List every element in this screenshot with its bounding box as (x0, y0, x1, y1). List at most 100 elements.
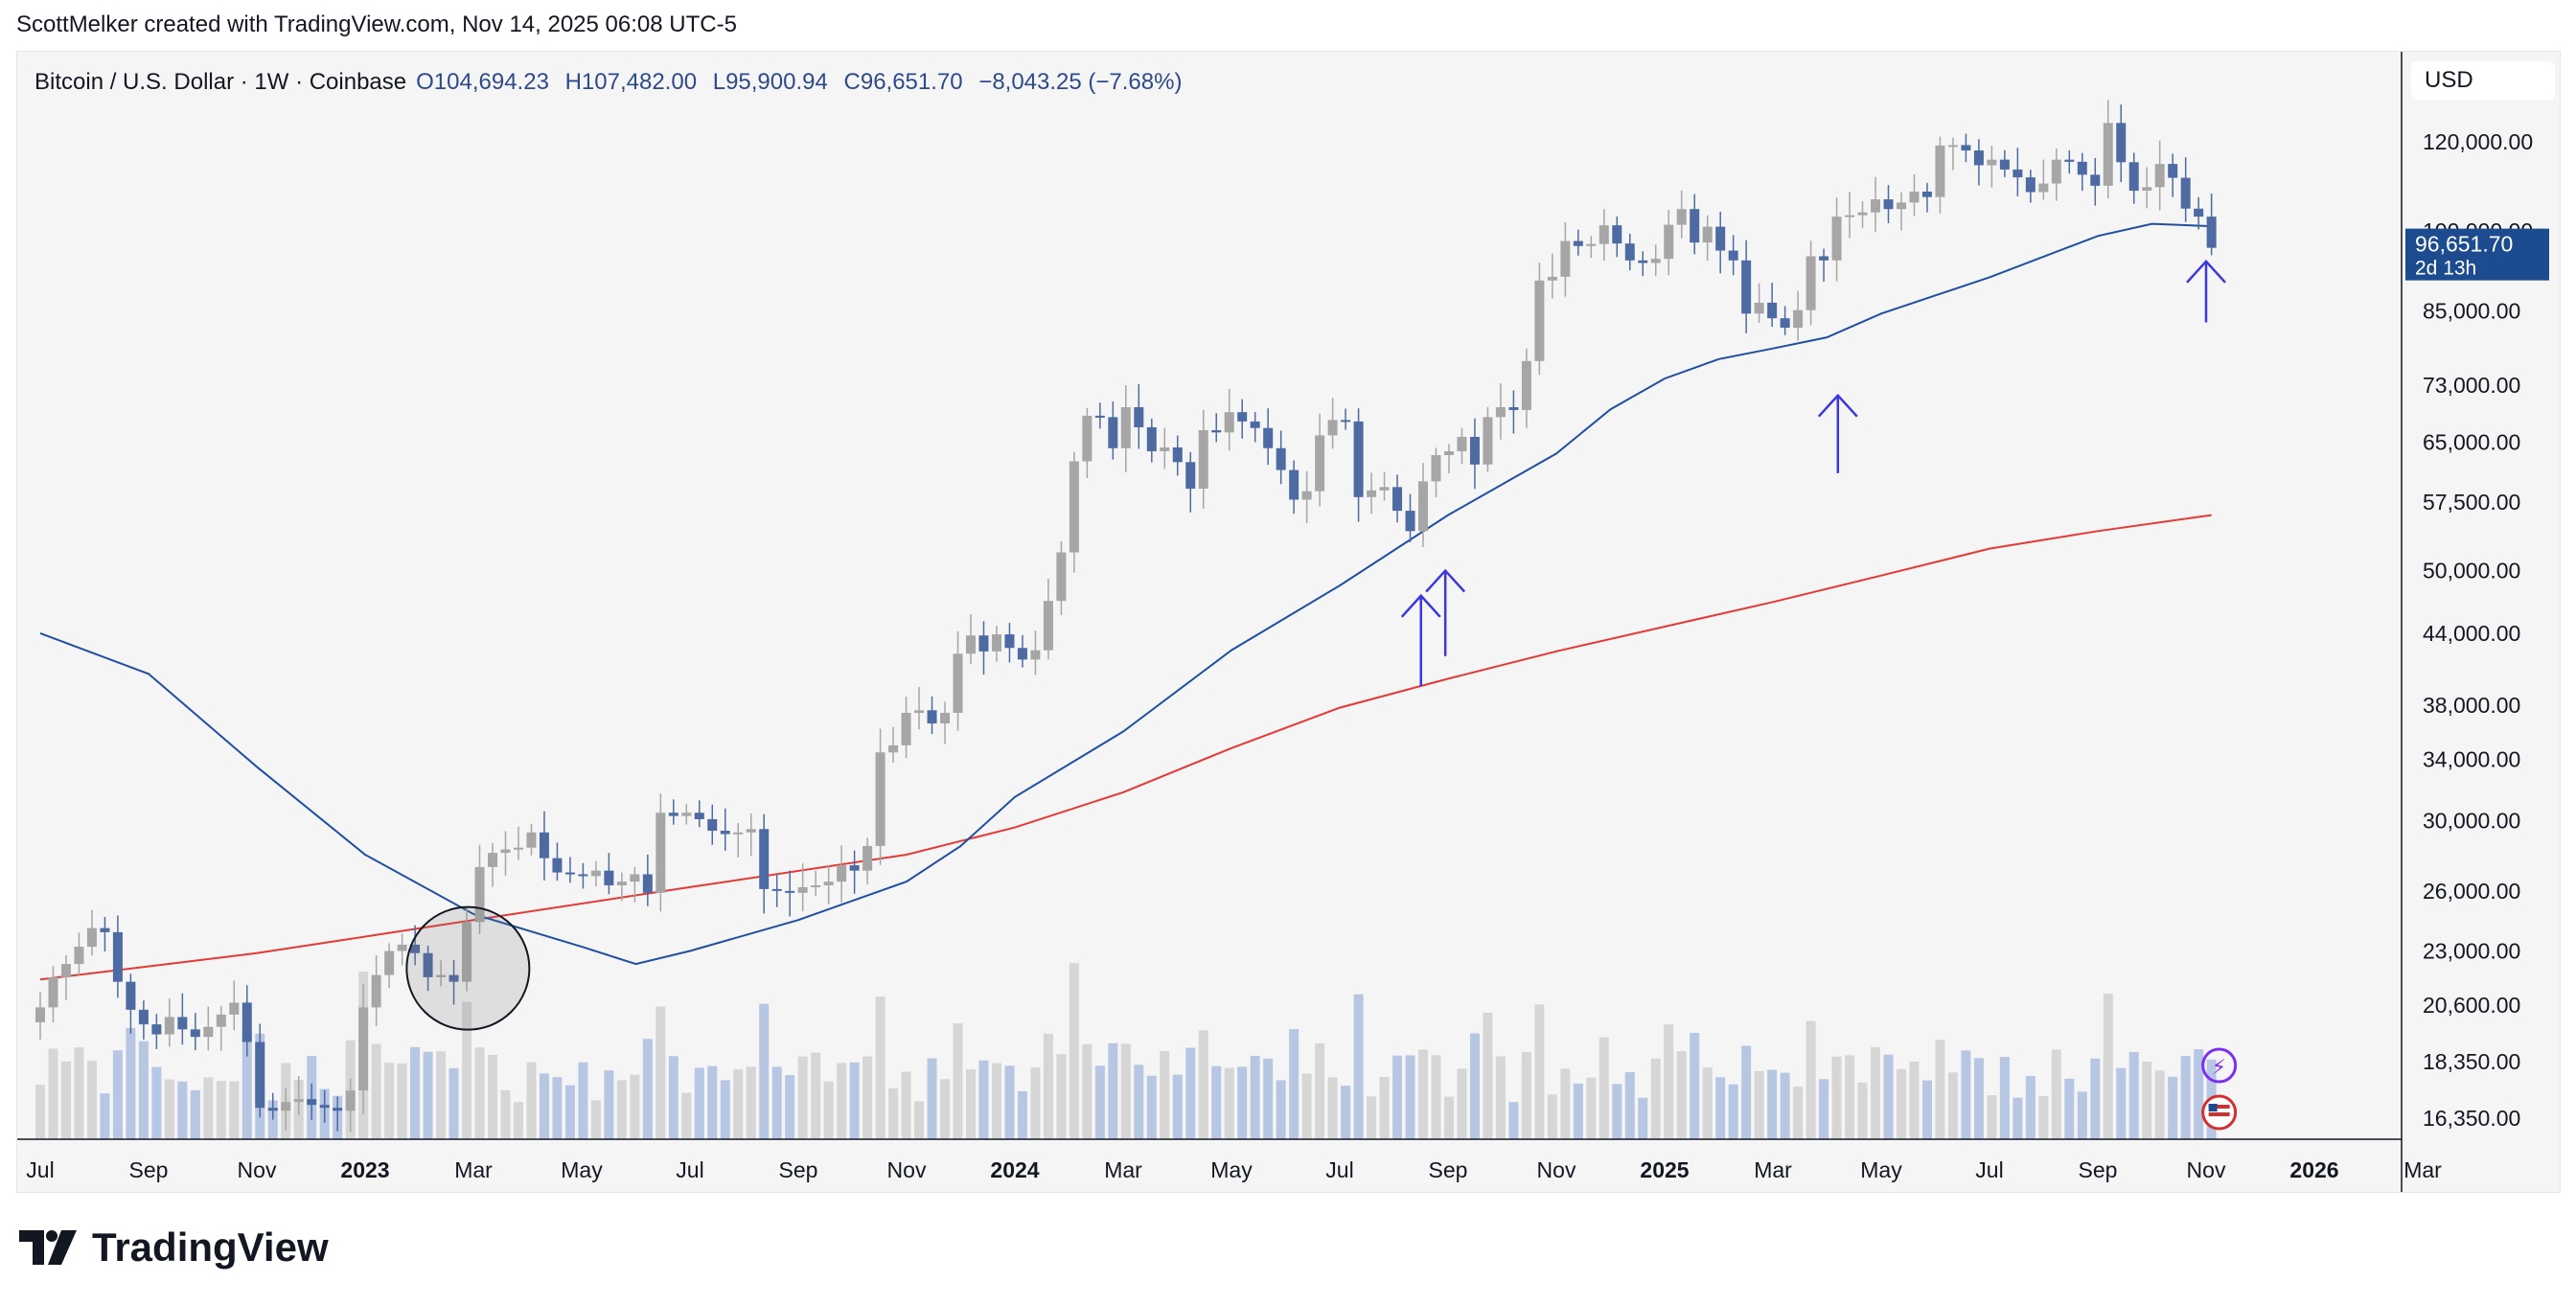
candle-body (1664, 224, 1674, 260)
volume-bar (1418, 1049, 1429, 1139)
volume-bar (837, 1063, 847, 1139)
volume-bar (978, 1060, 989, 1139)
price-chart[interactable]: 120,000.00100,000.0085,000.0073,000.0065… (17, 52, 2560, 1192)
volume-bar (488, 1054, 498, 1139)
volume-bar (1586, 1077, 1597, 1139)
candle-body (281, 1102, 291, 1111)
time-tick-label: Jul (676, 1157, 703, 1182)
candle-body (759, 829, 770, 889)
volume-bar (875, 996, 886, 1139)
volume-bar (1767, 1069, 1778, 1139)
candle-body (1160, 446, 1170, 451)
lightning-glyph: ⚡ (2212, 1056, 2226, 1080)
candle-body (1728, 250, 1738, 261)
volume-bar (1443, 1096, 1454, 1139)
volume-bar (1146, 1075, 1157, 1139)
candle-body (1224, 412, 1234, 433)
candle-body (1069, 461, 1079, 553)
candle-body (771, 888, 782, 891)
candle-body (1702, 226, 1713, 243)
candle-body (888, 744, 899, 753)
volume-bar (1896, 1068, 1906, 1139)
candle-body (1198, 430, 1208, 490)
volume-bar (1431, 1055, 1441, 1139)
change-value: −8,043.25 (−7.68%) (978, 69, 1183, 95)
candle-body (397, 944, 407, 951)
chart-panel[interactable]: 120,000.00100,000.0085,000.0073,000.0065… (16, 51, 2561, 1193)
lightning-event-icon (2201, 1047, 2238, 1084)
volume-bar (1690, 1033, 1700, 1139)
candle-body (1650, 259, 1661, 263)
candle-body (1806, 256, 1816, 310)
low-value: L95,900.94 (712, 69, 828, 95)
candle-body (552, 858, 563, 873)
candle-body (1483, 417, 1493, 465)
volume-bar (953, 1023, 963, 1139)
candle-body (1392, 487, 1403, 512)
volume-bar (1341, 1086, 1351, 1139)
volume-bar (1508, 1102, 1519, 1139)
currency-selector[interactable]: USD (2411, 61, 2555, 100)
candle-body (48, 976, 58, 1008)
candle-body (2168, 164, 2178, 178)
volume-bar (1871, 1046, 1881, 1139)
high-value: H107,482.00 (564, 69, 698, 95)
volume-bar (60, 1061, 71, 1139)
candle-body (681, 813, 692, 816)
candle-body (1534, 280, 1545, 361)
tradingview-logo[interactable]: TradingView (19, 1225, 329, 1271)
volume-bar (681, 1092, 692, 1139)
candle-body (1973, 150, 1984, 166)
moving-averages (39, 222, 2212, 981)
time-tick-label: Jul (26, 1157, 54, 1182)
time-axis: Jul Sep Nov 2023 Mar May Jul Sep Nov 2024 Mar May Ju… (17, 1138, 2442, 1182)
volume-bar (190, 1089, 200, 1139)
candle-body (2180, 177, 2191, 209)
volume-bar (1676, 1051, 1687, 1139)
candle-body (500, 849, 511, 854)
price-tick-label: 38,000.00 (2423, 693, 2520, 718)
candle-body (1909, 191, 1920, 203)
tradingview-logo-icon (19, 1230, 77, 1265)
volume-bar (410, 1046, 421, 1139)
volume-bar (513, 1102, 523, 1139)
candle-body (1793, 309, 1804, 329)
candle-body (2194, 208, 2204, 218)
volume-bar (1030, 1066, 1041, 1139)
candle-body (1120, 407, 1131, 448)
candle-body (1598, 225, 1609, 244)
time-tick-label: Mar (1754, 1157, 1792, 1182)
volume-bar (1741, 1045, 1752, 1139)
candle-body (1896, 202, 1906, 210)
price-tick-label: 30,000.00 (2423, 809, 2520, 834)
brand-name: TradingView (92, 1225, 329, 1270)
candle-body (1082, 415, 1092, 462)
time-tick-label: Mar (2404, 1157, 2442, 1182)
candle-body (1767, 302, 1778, 319)
candle-body (1780, 318, 1790, 329)
arrow-head (1817, 393, 1858, 418)
candle-body (1676, 209, 1687, 225)
volume-bar (1961, 1050, 1971, 1139)
candle-body (1405, 511, 1415, 532)
candle-body (578, 874, 588, 877)
volume-bar (1379, 1077, 1390, 1139)
candle-body (1353, 421, 1364, 497)
price-tick-label: 120,000.00 (2423, 129, 2533, 154)
volume-bar (642, 1039, 653, 1139)
volume-bar (733, 1068, 744, 1139)
volume-bar (1367, 1096, 1377, 1139)
price-tick-label: 50,000.00 (2423, 559, 2520, 584)
ma-50-line (39, 222, 2212, 966)
volume-bar (991, 1063, 1001, 1139)
volume-bar (1909, 1062, 1920, 1139)
volume-bar (526, 1062, 537, 1139)
volume-bar (1237, 1066, 1248, 1139)
time-tick-label: Jul (1975, 1157, 2003, 1182)
candle-body (746, 829, 756, 833)
candle-body (1495, 407, 1506, 418)
candle-body (474, 866, 485, 923)
candle-body (1638, 260, 1648, 263)
symbol-legend[interactable]: Bitcoin / U.S. Dollar · 1W · Coinbase O10… (34, 69, 1182, 96)
time-tick-label: 2025 (1640, 1157, 1689, 1182)
